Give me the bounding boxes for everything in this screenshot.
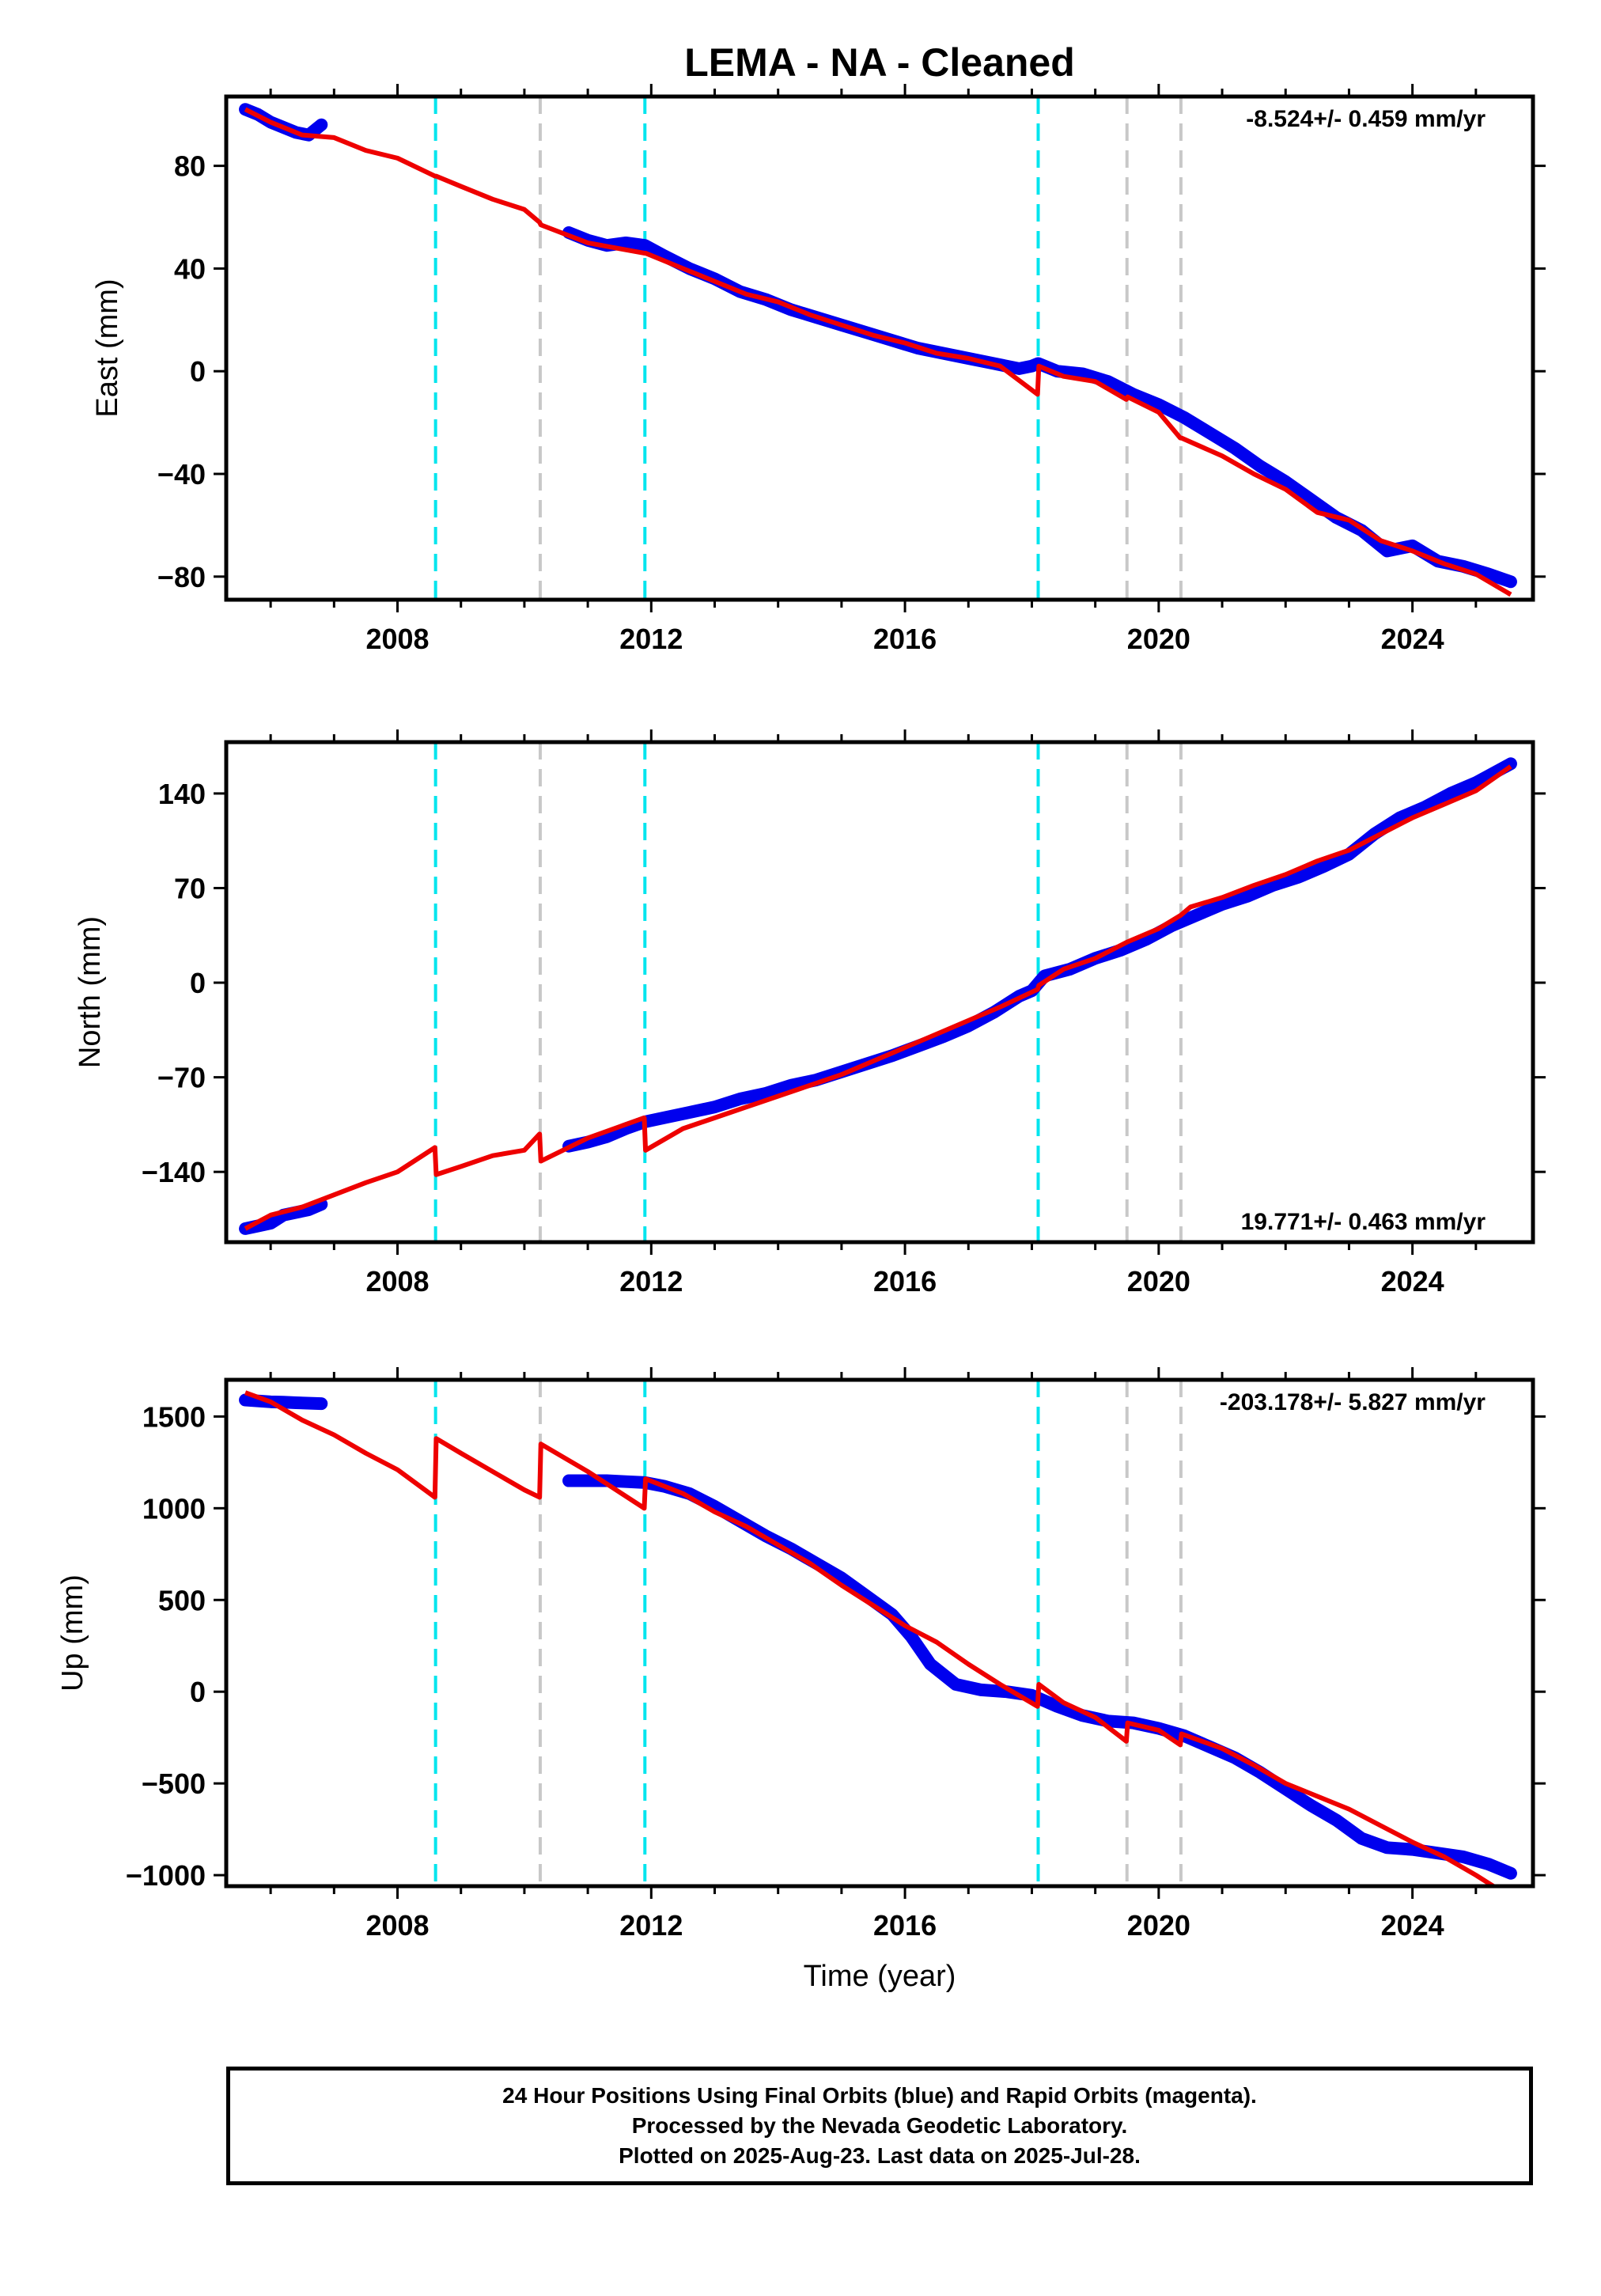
y-tick-label: −40 [157, 458, 206, 491]
footer-info-box: 24 Hour Positions Using Final Orbits (bl… [226, 2067, 1533, 2185]
rate-annotation: 19.771+/- 0.463 mm/yr [1241, 1209, 1486, 1235]
y-tick-label: 140 [158, 778, 206, 810]
plot-area [239, 97, 1517, 600]
y-tick-label: −140 [142, 1156, 206, 1188]
y-tick-label: −1000 [126, 1859, 206, 1892]
x-tick-label: 2016 [873, 1909, 937, 1942]
footer-line-3: Plotted on 2025-Aug-23. Last data on 202… [619, 2143, 1141, 2168]
data-series-line [562, 757, 1517, 1153]
y-tick-label: 40 [174, 252, 206, 285]
y-tick-label: −500 [142, 1767, 206, 1800]
panel-0: 2008 2012 2016 2020 2024 −80 −40 0 40 80 East (mm)… [91, 84, 1546, 655]
data-series-line [239, 1198, 328, 1235]
data-series-line [562, 1474, 1517, 1880]
panel-frame [224, 740, 1535, 1245]
y-tick-label: 1000 [142, 1492, 206, 1525]
panel-1: 2008 2012 2016 2020 2024 −140 −70 0 70 140 North (… [74, 729, 1546, 1298]
y-axis-label: East (mm) [91, 278, 124, 417]
rate-annotation: -8.524+/- 0.459 mm/yr [1246, 106, 1486, 132]
y-tick-label: 500 [158, 1584, 206, 1616]
y-tick-label: 80 [174, 150, 206, 183]
x-tick-label: 2024 [1381, 1265, 1444, 1298]
footer-line-1: 24 Hour Positions Using Final Orbits (bl… [502, 2083, 1257, 2108]
x-tick-label: 2012 [619, 1909, 683, 1942]
data-series-line [562, 225, 1517, 589]
x-tick-label: 2024 [1381, 623, 1444, 655]
model-series-line [244, 764, 1512, 1231]
x-tick-label: 2008 [365, 623, 429, 655]
x-axis-label: Time (year) [804, 1960, 956, 1993]
gps-time-series-figure: LEMA - NA - Cleaned 2008 2012 2016 2020 2024… [56, 40, 1546, 1993]
x-tick-label: 2020 [1127, 1265, 1190, 1298]
y-axis-label: North (mm) [74, 916, 107, 1068]
x-tick-label: 2024 [1381, 1909, 1444, 1942]
footer-line-2: Processed by the Nevada Geodetic Laborat… [631, 2113, 1128, 2138]
chart-title: LEMA - NA - Cleaned [684, 40, 1075, 85]
y-tick-label: 0 [190, 355, 206, 388]
x-tick-label: 2020 [1127, 623, 1190, 655]
y-axis-label: Up (mm) [56, 1574, 89, 1692]
x-tick-label: 2008 [365, 1265, 429, 1298]
x-tick-label: 2012 [619, 623, 683, 655]
y-tick-label: 1500 [142, 1400, 206, 1433]
model-series-line [244, 1390, 1498, 1886]
y-tick-label: −80 [157, 561, 206, 593]
plot-area [239, 1380, 1517, 1886]
x-tick-label: 2016 [873, 1265, 937, 1298]
y-tick-label: 70 [174, 872, 206, 904]
rate-annotation: -203.178+/- 5.827 mm/yr [1220, 1389, 1486, 1415]
x-tick-label: 2008 [365, 1909, 429, 1942]
panel-frame [224, 94, 1535, 602]
y-tick-label: 0 [190, 1676, 206, 1708]
model-series-line [244, 107, 1512, 597]
y-tick-label: 0 [190, 967, 206, 999]
panel-2: 2008 2012 2016 2020 2024 −1000 −500 0 500 1000 150… [56, 1367, 1546, 1942]
panel-frame [224, 1377, 1535, 1889]
data-series-line [239, 1393, 328, 1411]
plot-area [239, 742, 1517, 1242]
panels-group: 2008 2012 2016 2020 2024 −80 −40 0 40 80 East (mm)… [56, 84, 1546, 1942]
x-tick-label: 2016 [873, 623, 937, 655]
y-tick-label: −70 [157, 1062, 206, 1094]
x-tick-label: 2020 [1127, 1909, 1190, 1942]
x-tick-label: 2012 [619, 1265, 683, 1298]
